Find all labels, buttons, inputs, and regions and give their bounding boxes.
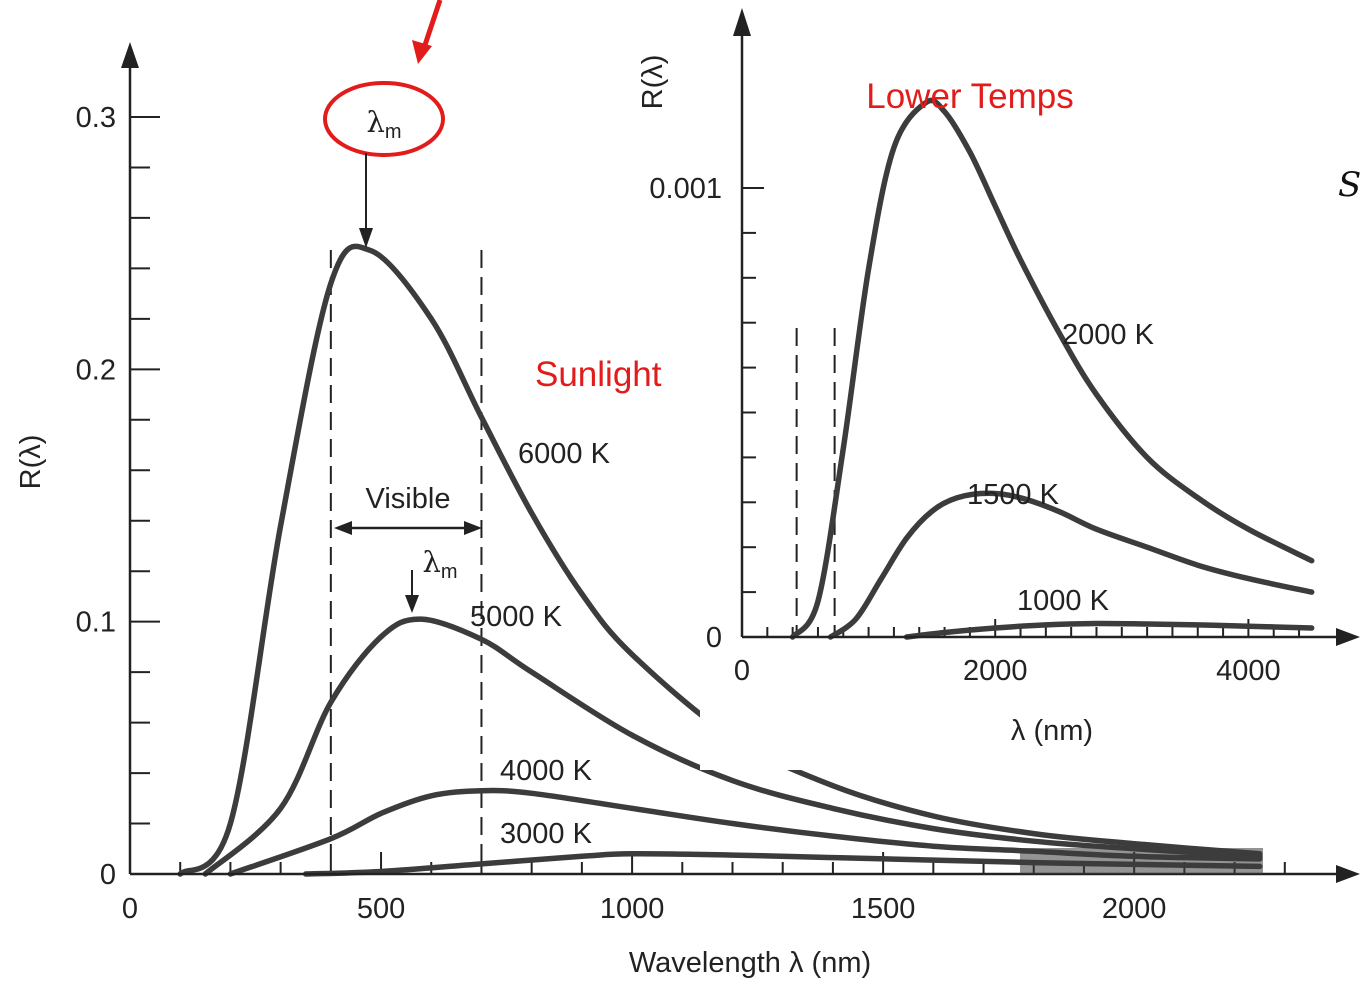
inset-x-axis-title: λ (nm): [1011, 715, 1093, 747]
label-3000k: 3000 K: [500, 818, 593, 850]
label-5000k: 5000 K: [470, 601, 563, 633]
main-x-tick-label: 1000: [600, 893, 665, 925]
main-x-tick-label: 1500: [851, 893, 916, 925]
inset-curves: [789, 97, 1315, 640]
red-pointer-head: [412, 40, 432, 64]
label-4000k: 4000 K: [500, 755, 593, 787]
inset-x-tick-label: 2000: [963, 655, 1028, 687]
label-2000k: 2000 K: [1062, 319, 1155, 351]
inset-x-axis-arrowhead: [1336, 628, 1360, 646]
inset-y-axis-arrowhead: [733, 8, 751, 36]
inset-y-tick-label: 0.001: [649, 173, 722, 205]
inset-x-tick-label: 0: [734, 655, 750, 687]
curve-5000k: [202, 616, 1263, 877]
main-x-tick-label: 500: [357, 893, 405, 925]
curve-1000k: [903, 620, 1315, 640]
lambda-m-label-top: λm: [366, 105, 401, 143]
main-y-tick-label: 0: [100, 859, 116, 891]
main-tick-labels: 0 0.1 0.2 0.3 0 500 1000 1500 2000: [76, 102, 1167, 925]
curve-1500k: [827, 490, 1315, 640]
curves-tail-band: [1020, 848, 1263, 874]
inset-visible-band: [795, 328, 836, 635]
main-x-axis-arrowhead: [1336, 865, 1360, 883]
inset-x-tick-label: 4000: [1216, 655, 1281, 687]
inset-background: [700, 20, 1360, 770]
visible-arrow-right: [464, 521, 482, 535]
lower-temps-label: Lower Temps: [866, 77, 1074, 116]
main-y-axis-arrowhead: [121, 42, 139, 68]
lambda-m-pointer-5000-head: [405, 595, 419, 613]
curve-2000k: [789, 97, 1315, 640]
main-y-axis-title: R(λ): [15, 435, 47, 490]
lambda-m-label-5000: λm: [422, 545, 457, 583]
lambda-m-highlight-circle: [323, 81, 445, 157]
inset-tick-labels: 0 0.001 0 2000 4000: [649, 173, 1280, 687]
sunlight-label: Sunlight: [535, 355, 662, 394]
label-6000k: 6000 K: [518, 438, 611, 470]
main-x-axis-title: Wavelength λ (nm): [629, 947, 871, 979]
inset-y-axis-title: R(λ): [637, 55, 669, 110]
edge-glyph: S: [1338, 165, 1360, 205]
main-x-tick-label: 0: [122, 893, 138, 925]
main-y-tick-label: 0.1: [76, 607, 116, 639]
lambda-m-pointer-top-head: [359, 228, 373, 248]
main-visible-band: [329, 250, 483, 870]
main-y-tick-label: 0.3: [76, 102, 116, 134]
curve-6000k: [177, 243, 1263, 877]
label-1500k: 1500 K: [967, 479, 1060, 511]
visible-arrow-left: [334, 521, 352, 535]
inset-y-tick-label: 0: [706, 622, 722, 654]
label-1000k: 1000 K: [1017, 585, 1110, 617]
main-x-tick-label: 2000: [1102, 893, 1167, 925]
main-chart: 0 0.1 0.2 0.3 0 500 1000 1500 2000 Wavelength λ …: [15, 0, 1360, 979]
red-pointer-line: [421, 0, 443, 49]
visible-label: Visible: [366, 483, 451, 515]
main-y-tick-label: 0.2: [76, 354, 116, 386]
